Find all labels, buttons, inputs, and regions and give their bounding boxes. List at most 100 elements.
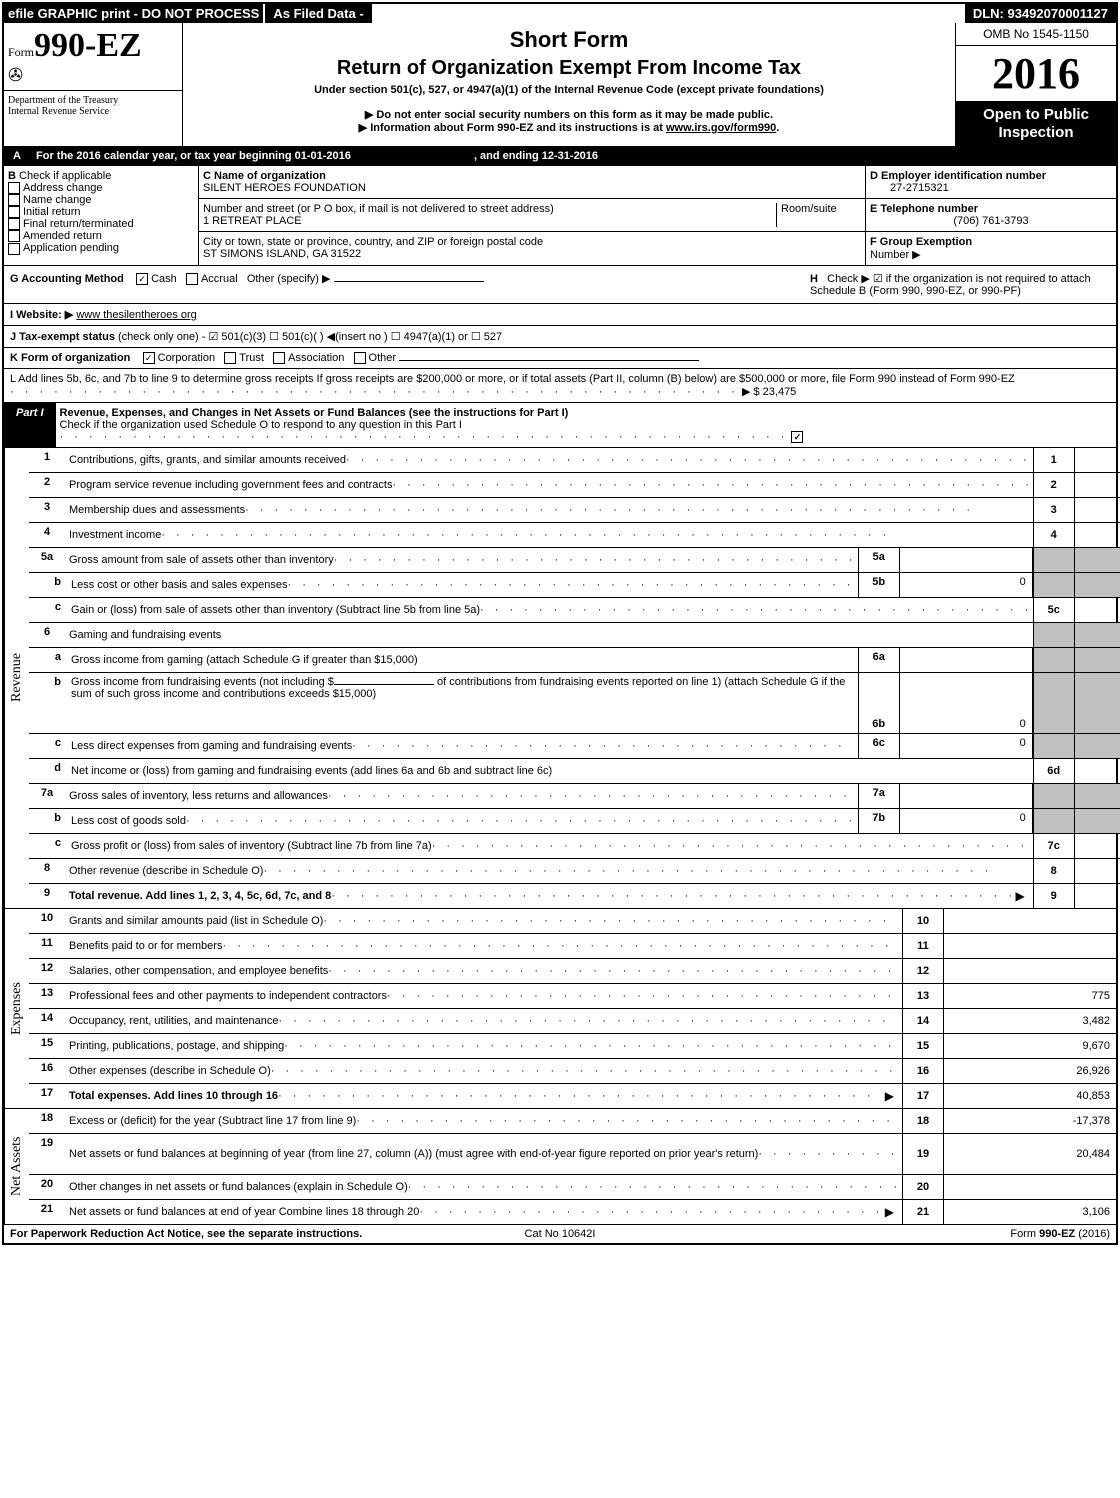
l7c-box: 7c (1033, 834, 1074, 858)
checkbox-other-org[interactable] (354, 352, 366, 364)
l20-val (943, 1175, 1116, 1199)
l5a-desc: Gross amount from sale of assets other t… (69, 554, 334, 566)
h-label: H (810, 273, 818, 285)
irs-link[interactable]: www.irs.gov/form990 (666, 122, 776, 134)
l7b-ival: 0 (900, 809, 1033, 833)
k-label: K Form of organization (10, 352, 130, 364)
checkbox-name[interactable] (8, 194, 20, 206)
l21-desc: Net assets or fund balances at end of ye… (69, 1206, 419, 1218)
l5b-num: b (29, 573, 67, 597)
l12-desc: Salaries, other compensation, and employ… (69, 965, 328, 977)
l6b-blank[interactable] (334, 684, 434, 685)
part1-title: Revenue, Expenses, and Changes in Net As… (56, 403, 1116, 447)
calendar-row: A For the 2016 calendar year, or tax yea… (4, 147, 1116, 166)
checkbox-accrual[interactable] (186, 273, 198, 285)
k-row: K Form of organization ✓Corporation Trus… (4, 348, 1116, 369)
form-container: efile GRAPHIC print - DO NOT PROCESS As … (2, 2, 1118, 1245)
checkbox-trust[interactable] (224, 352, 236, 364)
paperwork-notice: For Paperwork Reduction Act Notice, see … (10, 1228, 377, 1240)
l18-val: -17,378 (943, 1109, 1116, 1133)
l3-val (1074, 498, 1120, 522)
short-form-title: Short Form (187, 27, 951, 53)
l7a-grey2 (1074, 784, 1120, 808)
l6a-ival (900, 648, 1033, 672)
open-to-public: Open to Public Inspection (956, 102, 1116, 146)
l6d-box: 6d (1033, 759, 1074, 783)
l3-box: 3 (1033, 498, 1074, 522)
l7a-desc: Gross sales of inventory, less returns a… (69, 790, 328, 802)
open-public-2: Inspection (998, 124, 1073, 141)
tel-label: E Telephone number (870, 203, 978, 215)
header-right: OMB No 1545-1150 2016 Open to Public Ins… (955, 23, 1116, 146)
ein-value: 27-2715321 (890, 182, 949, 194)
other-org-label: Other (369, 352, 397, 364)
efile-notice: efile GRAPHIC print - DO NOT PROCESS (4, 4, 265, 23)
l14-val: 3,482 (943, 1009, 1116, 1033)
l21-num: 21 (29, 1200, 65, 1224)
dln: DLN: 93492070001127 (965, 4, 1116, 23)
checkbox-address[interactable] (8, 182, 20, 194)
l15-num: 15 (29, 1034, 65, 1058)
l7a-ibox: 7a (858, 784, 900, 808)
l13-desc: Professional fees and other payments to … (69, 990, 387, 1002)
checkbox-assoc[interactable] (273, 352, 285, 364)
checkbox-final[interactable] (8, 218, 20, 230)
arrow-icon-21: ▶ (881, 1205, 898, 1219)
other-specify-blank[interactable] (334, 281, 484, 282)
form-number: Form990-EZ (8, 27, 178, 65)
revenue-section: Revenue 1Contributions, gifts, grants, a… (4, 448, 1116, 909)
l6d-num: d (29, 759, 67, 783)
l7c-desc: Gross profit or (loss) from sales of inv… (71, 840, 432, 852)
l6-grey1 (1033, 623, 1074, 647)
l6a-grey2 (1074, 648, 1120, 672)
checkbox-schedule-o[interactable]: ✓ (791, 431, 803, 443)
l6c-desc: Less direct expenses from gaming and fun… (71, 740, 352, 752)
l10-desc: Grants and similar amounts paid (list in… (69, 915, 323, 927)
l4-desc: Investment income (69, 529, 161, 541)
l6c-num: c (29, 734, 67, 758)
checkbox-cash[interactable]: ✓ (136, 273, 148, 285)
other-org-blank[interactable] (399, 360, 699, 361)
dept-treasury: Department of the Treasury (8, 95, 178, 106)
part1-title-text: Revenue, Expenses, and Changes in Net As… (60, 407, 569, 419)
b-label: B (8, 170, 16, 182)
l-text: L Add lines 5b, 6c, and 7b to line 9 to … (10, 373, 1015, 385)
checkbox-amended[interactable] (8, 230, 20, 242)
l6-grey2 (1074, 623, 1120, 647)
l6c-grey1 (1033, 734, 1074, 758)
note-info: ▶ Information about Form 990-EZ and its … (187, 121, 951, 134)
l18-desc: Excess or (deficit) for the year (Subtra… (69, 1115, 356, 1127)
l13-num: 13 (29, 984, 65, 1008)
top-bar-spacer (424, 4, 965, 23)
l5c-desc: Gain or (loss) from sale of assets other… (71, 604, 480, 616)
l14-box: 14 (902, 1009, 943, 1033)
l1-num: 1 (29, 448, 65, 472)
checkbox-initial[interactable] (8, 206, 20, 218)
website-label: I Website: ▶ (10, 309, 73, 321)
checkbox-corp[interactable]: ✓ (143, 352, 155, 364)
l19-box: 19 (902, 1134, 943, 1174)
form-footer: Form 990-EZ (2016) (743, 1228, 1110, 1240)
header-row: Form990-EZ ✇ Department of the Treasury … (4, 23, 1116, 147)
l20-box: 20 (902, 1175, 943, 1199)
website-value[interactable]: www thesilentheroes org (76, 309, 196, 321)
l6b-grey2 (1074, 673, 1120, 733)
l1-val: 23,459 (1074, 448, 1120, 472)
city-label: City or town, state or province, country… (203, 236, 543, 248)
l12-num: 12 (29, 959, 65, 983)
l13-box: 13 (902, 984, 943, 1008)
l8-val (1074, 859, 1120, 883)
l1-box: 1 (1033, 448, 1074, 472)
l6b-grey1 (1033, 673, 1074, 733)
l8-box: 8 (1033, 859, 1074, 883)
checkbox-pending[interactable] (8, 243, 20, 255)
tel-value: (706) 761-3793 (870, 215, 1112, 227)
l5a-grey2 (1074, 548, 1120, 572)
part1-header: Part I Revenue, Expenses, and Changes in… (4, 403, 1116, 448)
l11-num: 11 (29, 934, 65, 958)
as-filed: As Filed Data - (265, 4, 373, 23)
l9-desc: Total revenue. Add lines 1, 2, 3, 4, 5c,… (69, 890, 331, 902)
part1-label: Part I (4, 403, 56, 447)
group-label: F Group Exemption (870, 236, 972, 248)
l4-box: 4 (1033, 523, 1074, 547)
